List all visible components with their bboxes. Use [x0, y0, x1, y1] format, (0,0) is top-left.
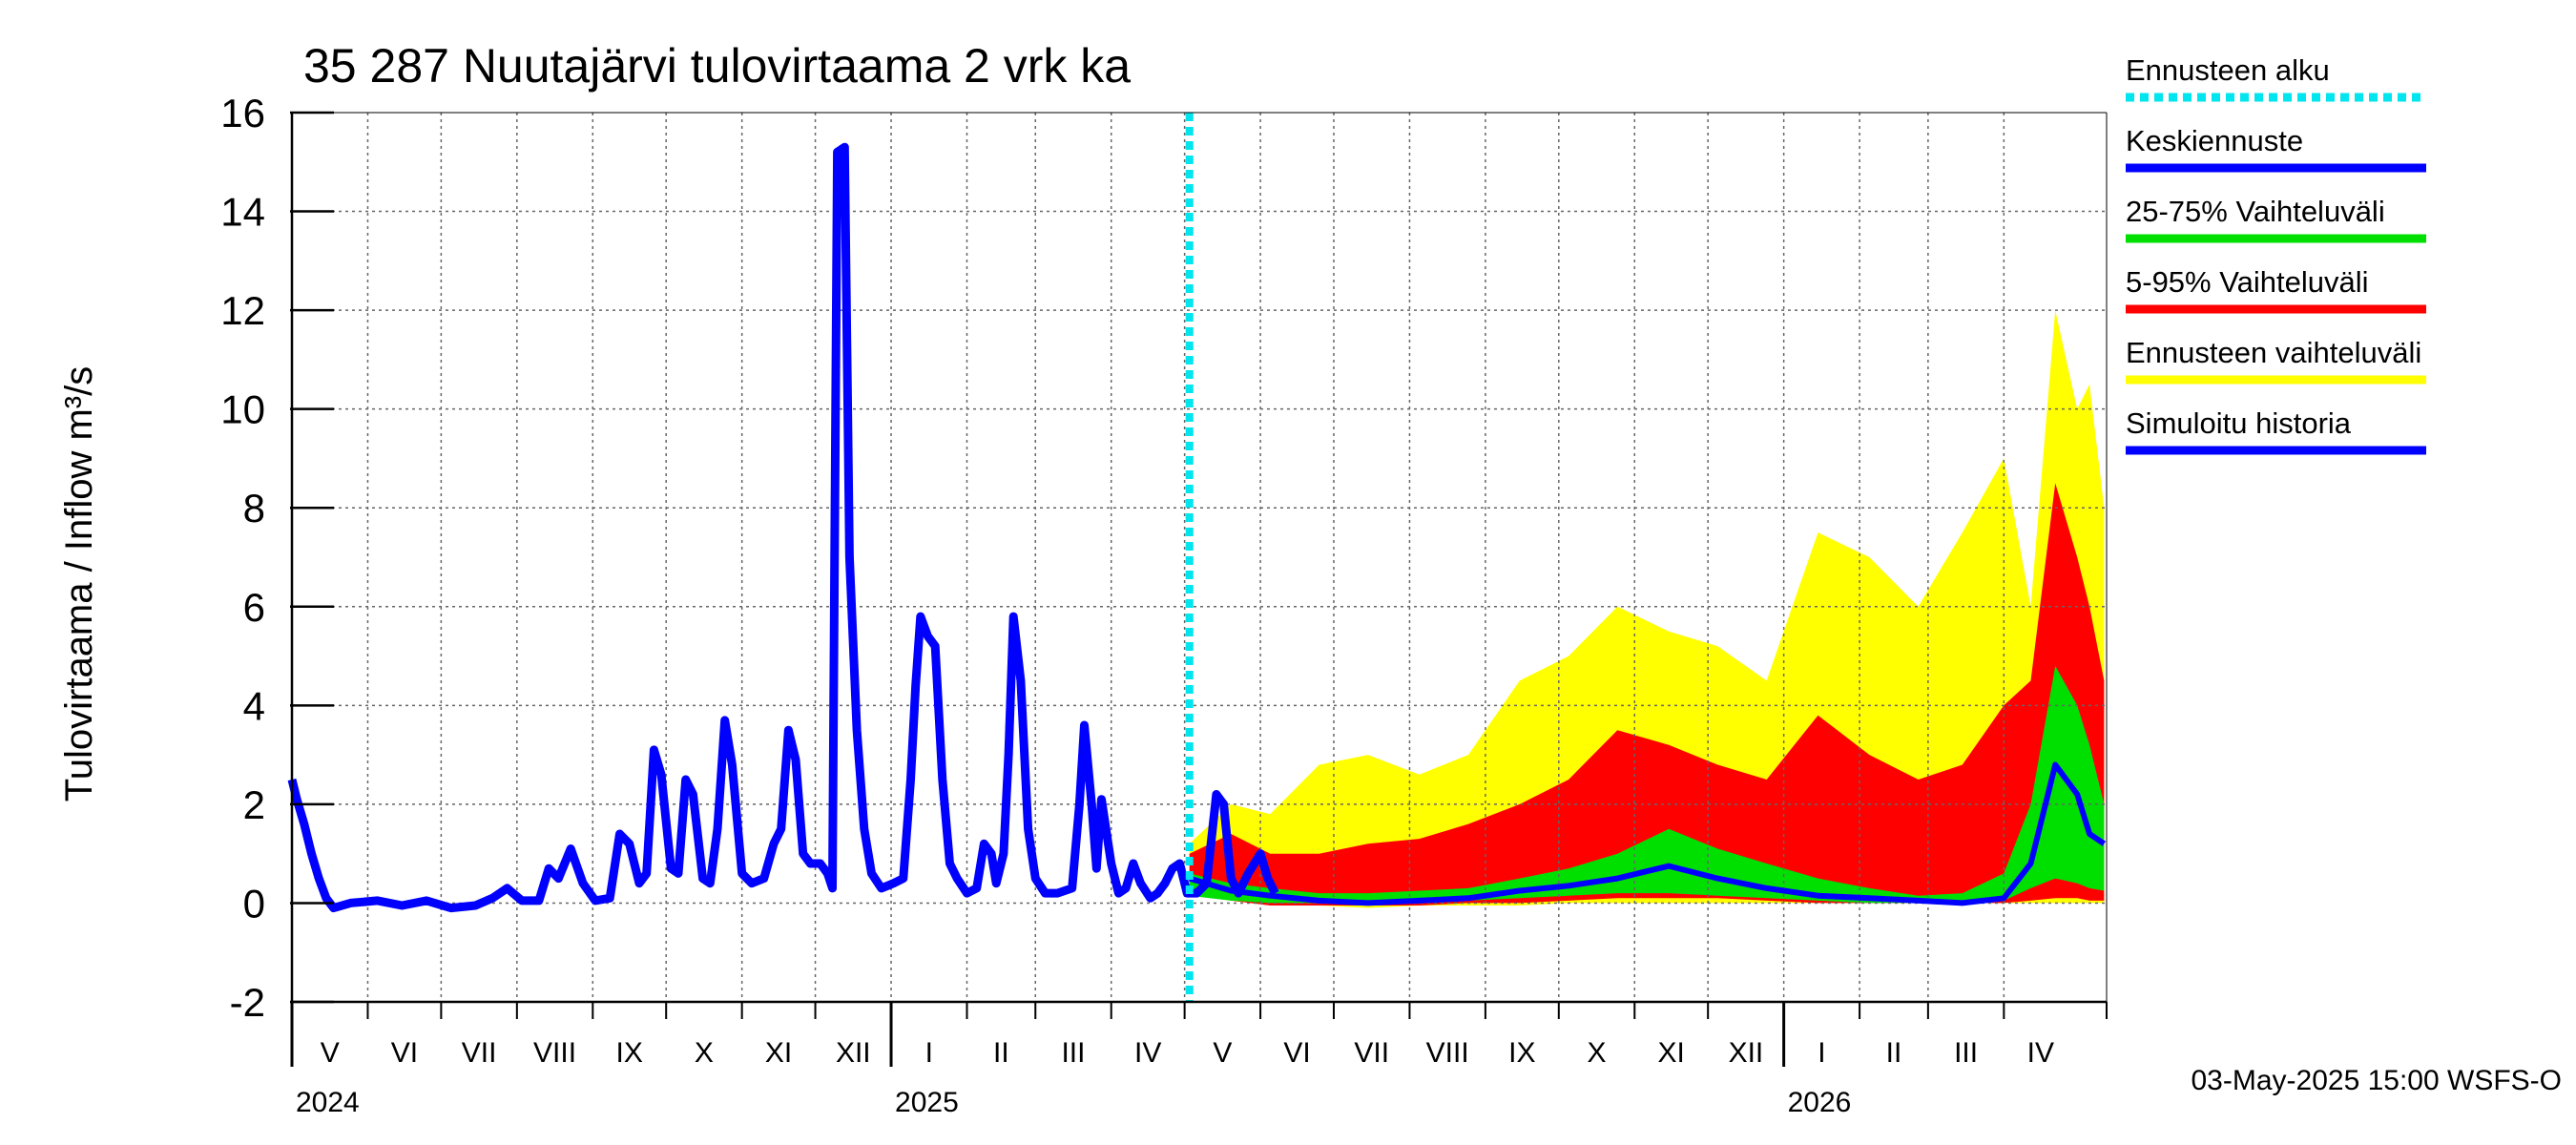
- y-tick-label: -2: [230, 980, 265, 1025]
- month-label: XI: [765, 1037, 792, 1069]
- month-label: VII: [462, 1037, 497, 1069]
- legend-label: Keskiennuste: [2126, 124, 2303, 157]
- y-tick-label: 10: [220, 387, 265, 432]
- month-label: II: [1886, 1037, 1902, 1069]
- month-label: VII: [1354, 1037, 1389, 1069]
- y-tick-label: 2: [243, 782, 265, 827]
- y-tick-label: 0: [243, 881, 265, 926]
- month-label: XII: [836, 1037, 871, 1069]
- month-label: VI: [1283, 1037, 1310, 1069]
- median-forecast-line: [1188, 761, 2107, 906]
- chart-title: 35 287 Nuutajärvi tulovirtaama 2 vrk ka: [303, 39, 1131, 93]
- legend-label: Simuloitu historia: [2126, 406, 2352, 440]
- y-tick-label: 16: [220, 91, 265, 135]
- y-tick-label: 4: [243, 683, 265, 728]
- series-lines: [287, 113, 2107, 1002]
- year-label: 2025: [895, 1087, 959, 1118]
- month-label: IX: [1508, 1037, 1535, 1069]
- forecast-bands: [1189, 310, 2105, 908]
- legend-label: Ennusteen alku: [2126, 53, 2330, 87]
- month-label: V: [321, 1037, 340, 1069]
- legend-label: 25-75% Vaihteluväli: [2126, 195, 2385, 228]
- axes: [290, 111, 2108, 1004]
- x-axis-months: V VI VII VIII IX X XI XII I II III IV V VI VII VIII IX X X…: [290, 1002, 2108, 1118]
- y-tick-label: 14: [220, 190, 265, 235]
- y-tick-label: 12: [220, 288, 265, 333]
- year-label: 2026: [1788, 1087, 1852, 1118]
- month-label: II: [993, 1037, 1009, 1069]
- legend-label: 5-95% Vaihteluväli: [2126, 265, 2368, 299]
- y-tick-label: 8: [243, 486, 265, 531]
- legend-label: Ennusteen vaihteluväli: [2126, 336, 2421, 369]
- history-line: [287, 142, 1279, 913]
- month-label: IX: [616, 1037, 643, 1069]
- month-label: IV: [2027, 1037, 2054, 1069]
- month-label: VI: [391, 1037, 418, 1069]
- month-label: XI: [1658, 1037, 1685, 1069]
- month-label: V: [1213, 1037, 1232, 1069]
- year-label: 2024: [296, 1087, 360, 1118]
- month-label: VIII: [1426, 1037, 1469, 1069]
- month-label: III: [1061, 1037, 1085, 1069]
- month-label: VIII: [533, 1037, 576, 1069]
- month-label: XII: [1729, 1037, 1764, 1069]
- band-5-95: [1189, 483, 2105, 906]
- timestamp-footer: 03-May-2025 15:00 WSFS-O: [2192, 1065, 2563, 1096]
- month-label: I: [925, 1037, 933, 1069]
- month-label: X: [695, 1037, 714, 1069]
- month-label: I: [1818, 1037, 1825, 1069]
- y-tick-labels: -2 0 2 4 6 8 10 12 14 16: [220, 91, 265, 1025]
- y-axis-label: Tulovirtaama / Inflow m³/s: [58, 366, 100, 802]
- legend: Ennusteen alku Keskiennuste 25-75% Vaihtel…: [2126, 53, 2426, 455]
- month-label: X: [1588, 1037, 1607, 1069]
- band-25-75: [1189, 665, 2105, 904]
- month-label: III: [1954, 1037, 1978, 1069]
- y-tick-label: 6: [243, 585, 265, 630]
- month-label: IV: [1134, 1037, 1161, 1069]
